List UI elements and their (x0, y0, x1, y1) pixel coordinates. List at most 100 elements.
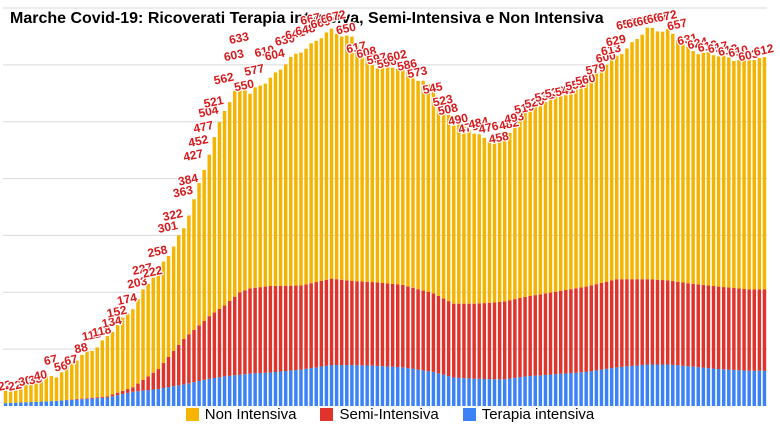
data-label: 657 (666, 15, 689, 33)
bar-terapia-intensiva (3, 403, 8, 406)
bar-semi-intensiva (426, 292, 431, 372)
data-label: 550 (233, 76, 256, 94)
bar-terapia-intensiva (757, 370, 762, 406)
bar-semi-intensiva (115, 392, 120, 396)
bar-non-intensiva (171, 246, 176, 351)
data-label: 520 (523, 93, 546, 111)
bar-terapia-intensiva (263, 372, 268, 406)
bar-non-intensiva (19, 389, 23, 403)
bar-non-intensiva (24, 385, 28, 403)
bar-semi-intensiva (762, 289, 767, 371)
bar-semi-intensiva (569, 289, 573, 374)
bar-terapia-intensiva (314, 367, 318, 406)
data-label: 573 (406, 63, 429, 81)
bar-non-intensiva (625, 48, 629, 280)
data-label: 577 (243, 61, 266, 79)
bar-terapia-intensiva (304, 368, 308, 406)
bar-semi-intensiva (640, 279, 644, 365)
bar-non-intensiva (660, 31, 665, 281)
bar-non-intensiva (752, 60, 756, 290)
data-label: 40 (32, 367, 48, 384)
data-label: 203 (126, 274, 149, 292)
data-label: 134 (100, 313, 123, 331)
bar-non-intensiva (747, 59, 751, 290)
bar-terapia-intensiva (660, 364, 665, 406)
bar-non-intensiva (553, 95, 558, 292)
bar-non-intensiva (385, 65, 390, 284)
legend-swatch-semi-intensiva (320, 408, 334, 421)
bar-semi-intensiva (268, 286, 273, 373)
data-label: 603 (737, 46, 760, 64)
bar-semi-intensiva (518, 297, 522, 378)
bar-terapia-intensiva (49, 401, 54, 406)
data-label: 523 (432, 92, 455, 110)
bar-semi-intensiva (197, 325, 201, 381)
bar-non-intensiva (29, 382, 33, 403)
bar-non-intensiva (110, 331, 115, 395)
bar-non-intensiva (436, 96, 441, 296)
bar-non-intensiva (370, 65, 374, 283)
bar-semi-intensiva (757, 289, 762, 371)
bar-terapia-intensiva (558, 373, 563, 406)
bar-non-intensiva (100, 340, 105, 397)
bar-non-intensiva (477, 134, 481, 304)
bar-terapia-intensiva (370, 365, 374, 406)
bar-non-intensiva (238, 82, 242, 293)
bar-non-intensiva (650, 27, 655, 280)
data-label: 111 (81, 326, 103, 344)
bar-terapia-intensiva (655, 364, 660, 406)
bar-terapia-intensiva (574, 372, 578, 406)
bar-non-intensiva (574, 83, 578, 289)
bar-semi-intensiva (696, 284, 700, 368)
bar-terapia-intensiva (141, 390, 145, 406)
data-label: 610 (727, 42, 750, 60)
bar-semi-intensiva (630, 279, 634, 366)
bar-terapia-intensiva (222, 376, 227, 406)
bar-terapia-intensiva (487, 379, 492, 406)
bar-semi-intensiva (110, 394, 115, 397)
bar-semi-intensiva (105, 396, 110, 398)
bar-terapia-intensiva (100, 397, 105, 406)
data-label: 476 (457, 118, 480, 136)
bar-semi-intensiva (441, 298, 446, 375)
bar-semi-intensiva (100, 396, 105, 398)
bar-terapia-intensiva (497, 379, 502, 406)
bar-terapia-intensiva (467, 378, 471, 406)
data-label: 227 (131, 260, 154, 278)
bar-semi-intensiva (406, 286, 410, 369)
data-label: 174 (116, 290, 139, 308)
bar-semi-intensiva (248, 288, 252, 374)
bar-semi-intensiva (401, 284, 405, 368)
bar-terapia-intensiva (294, 370, 298, 406)
bar-non-intensiva (299, 52, 303, 286)
bar-non-intensiva (533, 103, 537, 296)
bar-terapia-intensiva (248, 373, 252, 406)
bar-non-intensiva (401, 67, 405, 285)
bar-semi-intensiva (222, 305, 227, 377)
data-label: 608 (355, 43, 378, 61)
bar-semi-intensiva (416, 289, 420, 370)
bar-terapia-intensiva (599, 369, 604, 406)
bars (3, 27, 767, 406)
legend-label-semi-intensiva: Semi-Intensiva (339, 406, 439, 423)
bar-non-intensiva (472, 133, 476, 304)
bar-semi-intensiva (126, 389, 130, 393)
bar-non-intensiva (543, 101, 548, 294)
bar-terapia-intensiva (706, 368, 711, 406)
bar-non-intensiva (497, 137, 502, 302)
data-label: 484 (467, 114, 490, 132)
bar-non-intensiva (3, 390, 8, 404)
data-label: 490 (447, 110, 470, 128)
data-label: 538 (544, 83, 567, 101)
bar-terapia-intensiva (217, 377, 222, 406)
bar-non-intensiva (44, 375, 49, 402)
bar-terapia-intensiva (716, 369, 721, 406)
bar-terapia-intensiva (406, 368, 410, 406)
bar-non-intensiva (64, 365, 69, 400)
bar-semi-intensiva (396, 284, 400, 368)
bar-terapia-intensiva (742, 370, 746, 406)
bar-terapia-intensiva (492, 379, 497, 406)
bar-semi-intensiva (258, 287, 262, 374)
bar-terapia-intensiva (309, 368, 313, 406)
bar-terapia-intensiva (187, 383, 191, 406)
